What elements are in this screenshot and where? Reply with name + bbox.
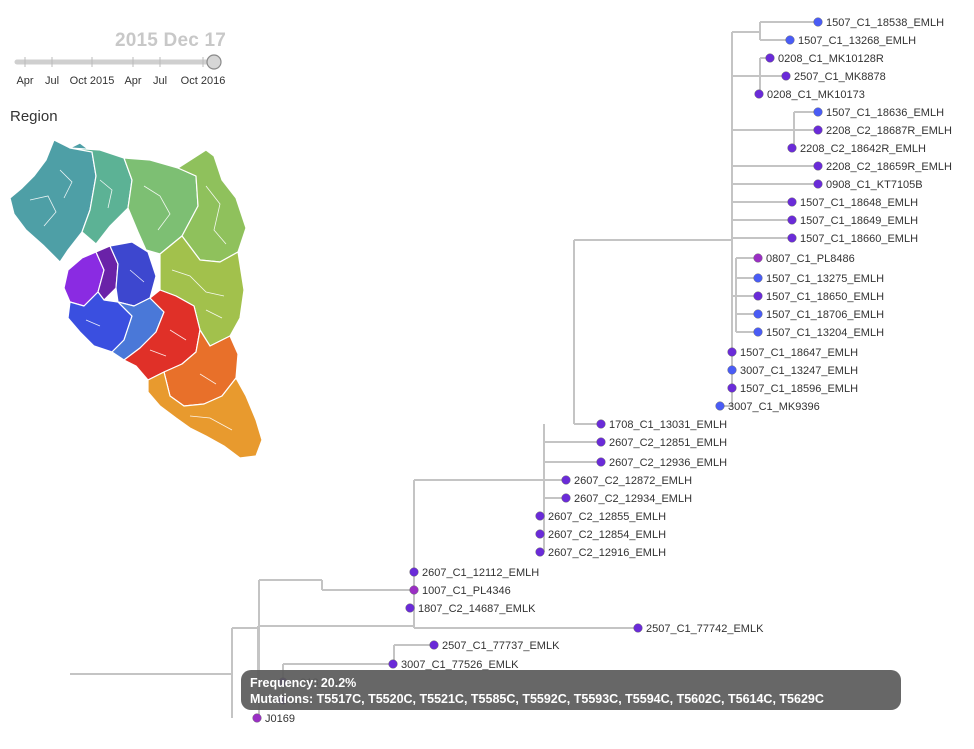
tree-tip-label[interactable]: 2607_C1_12112_EMLH: [422, 567, 539, 579]
tree-tip-node[interactable]: [388, 659, 398, 669]
tree-tip-label[interactable]: 3007_C1_13247_EMLH: [740, 365, 858, 377]
tree-tip-node[interactable]: [753, 291, 763, 301]
branch-tooltip: Frequency: 20.2% Mutations: T5517C, T552…: [241, 670, 901, 710]
tree-tip-node[interactable]: [781, 71, 791, 81]
tree-tip-label[interactable]: 2607_C2_12872_EMLH: [574, 475, 692, 487]
map-region-south-orange[interactable]: [147, 371, 263, 459]
tree-tip-label[interactable]: 1507_C1_13268_EMLH: [798, 35, 916, 47]
tree-tip-node[interactable]: [813, 179, 823, 189]
tree-tip-node[interactable]: [561, 493, 571, 503]
timeline-tick-label: Jul: [45, 75, 59, 87]
tree-tip-node[interactable]: [633, 623, 643, 633]
timeline-tick-label: Apr: [124, 75, 141, 87]
tree-tip-label[interactable]: 1507_C1_18636_EMLH: [826, 107, 944, 119]
map-district-borders: [29, 169, 233, 431]
tree-tip-node[interactable]: [785, 35, 795, 45]
tree-tip-node[interactable]: [754, 89, 764, 99]
current-date-label: 2015 Dec 17: [114, 30, 226, 51]
tree-tip-node[interactable]: [409, 585, 419, 595]
tree-tip-node[interactable]: [405, 603, 415, 613]
timeline-tick-label: Apr: [16, 75, 33, 87]
tree-tip-label[interactable]: 1507_C1_18650_EMLH: [766, 291, 884, 303]
tree-tip-node[interactable]: [409, 567, 419, 577]
tree-tip-node[interactable]: [252, 713, 262, 723]
tree-tip-label[interactable]: 1507_C1_18706_EMLH: [766, 309, 884, 321]
tree-tip-label[interactable]: 1007_C1_PL4346: [422, 585, 511, 597]
tree-tip-node[interactable]: [787, 233, 797, 243]
tree-tip-label[interactable]: 1507_C1_18647_EMLH: [740, 347, 858, 359]
tree-tip-label[interactable]: 1708_C1_13031_EMLH: [609, 419, 727, 431]
tree-tip-label[interactable]: 1507_C1_18660_EMLH: [800, 233, 918, 245]
tree-tip-label[interactable]: 2607_C2_12851_EMLH: [609, 437, 727, 449]
tree-tip-node[interactable]: [813, 161, 823, 171]
tree-tip-node[interactable]: [715, 401, 725, 411]
tree-tip-node[interactable]: [727, 365, 737, 375]
tree-tip-node[interactable]: [765, 53, 775, 63]
tree-tip-node[interactable]: [813, 107, 823, 117]
tree-tip-label[interactable]: 2208_C2_18687R_EMLH: [826, 125, 952, 137]
tree-tip-label[interactable]: 2507_C1_MK8878: [794, 71, 886, 83]
legend-title: Region: [10, 108, 58, 125]
tree-tip-label[interactable]: 1507_C1_13204_EMLH: [766, 327, 884, 339]
tree-tip-label[interactable]: 2607_C2_12855_EMLH: [548, 511, 666, 523]
tree-tip-node[interactable]: [753, 327, 763, 337]
tree-tip-node[interactable]: [429, 640, 439, 650]
tree-tip-label[interactable]: 1507_C1_18649_EMLH: [800, 215, 918, 227]
tree-tip-label[interactable]: 2607_C2_12854_EMLH: [548, 529, 666, 541]
tree-tip-node[interactable]: [596, 419, 606, 429]
tree-tip-node[interactable]: [561, 475, 571, 485]
tree-tip-node[interactable]: [535, 511, 545, 521]
tree-tip-label[interactable]: 0807_C1_PL8486: [766, 253, 855, 265]
tree-tip-node[interactable]: [596, 457, 606, 467]
tree-tip-label[interactable]: 1507_C1_18648_EMLH: [800, 197, 918, 209]
tree-tip-label[interactable]: 1507_C1_13275_EMLH: [766, 273, 884, 285]
map-region-north-teal[interactable]: [69, 147, 133, 245]
tree-tip-node[interactable]: [787, 143, 797, 153]
tree-tip-label[interactable]: 1507_C1_18596_EMLH: [740, 383, 858, 395]
tree-tip-node[interactable]: [535, 529, 545, 539]
tree-tips: 1507_C1_18538_EMLH 1507_C1_13268_EMLH 0208…: [252, 17, 952, 725]
timeline-handle[interactable]: [206, 54, 222, 70]
timeline-tick-label: Oct 2015: [70, 75, 115, 87]
tree-tip-label[interactable]: 2607_C2_12916_EMLH: [548, 547, 666, 559]
tree-tip-label[interactable]: 1507_C1_18538_EMLH: [826, 17, 944, 29]
tree-tip-label[interactable]: 2208_C2_18659R_EMLH: [826, 161, 952, 173]
tree-tip-label[interactable]: 2507_C1_77742_EMLK: [646, 623, 764, 635]
tooltip-frequency: Frequency: 20.2%: [250, 676, 357, 690]
tree-tip-label[interactable]: 3007_C1_77526_EMLK: [401, 659, 519, 671]
tree-tip-label[interactable]: 3007_C1_MK9396: [728, 401, 820, 413]
tree-tip-node[interactable]: [596, 437, 606, 447]
tree-tip-node[interactable]: [813, 17, 823, 27]
tree-tip-label[interactable]: 2607_C2_12934_EMLH: [574, 493, 692, 505]
tree-tip-node[interactable]: [753, 253, 763, 263]
tree-tip-node[interactable]: [753, 309, 763, 319]
timeline-tick-label: Jul: [153, 75, 167, 87]
tree-tip-node[interactable]: [787, 215, 797, 225]
tree-tip-label[interactable]: 0908_C1_KT7105B: [826, 179, 923, 191]
tree-tip-label[interactable]: 1807_C2_14687_EMLK: [418, 603, 536, 615]
tree-tip-label[interactable]: 0208_C1_MK10128R: [778, 53, 884, 65]
region-map[interactable]: [0, 0, 270, 470]
timeline-tick-label: Oct 2016: [181, 75, 226, 87]
tree-tip-node[interactable]: [787, 197, 797, 207]
tree-tip-label[interactable]: J0169: [265, 713, 295, 725]
tree-tip-label[interactable]: 2607_C2_12936_EMLH: [609, 457, 727, 469]
tooltip-mutations: Mutations: T5517C, T5520C, T5521C, T5585…: [250, 692, 824, 706]
tree-tip-label[interactable]: 0208_C1_MK10173: [767, 89, 865, 101]
tree-tip-node[interactable]: [535, 547, 545, 557]
timeline-slider[interactable]: Apr Jul Oct 2015 Apr Jul Oct 2016: [0, 0, 240, 100]
tree-tip-label[interactable]: 2507_C1_77737_EMLK: [442, 640, 560, 652]
tree-tip-label[interactable]: 2208_C2_18642R_EMLH: [800, 143, 926, 155]
tree-tip-node[interactable]: [753, 273, 763, 283]
tree-tip-node[interactable]: [813, 125, 823, 135]
timeline-ticks: Apr Jul Oct 2015 Apr Jul Oct 2016: [16, 57, 225, 87]
tree-tip-node[interactable]: [727, 383, 737, 393]
tree-tip-node[interactable]: [727, 347, 737, 357]
